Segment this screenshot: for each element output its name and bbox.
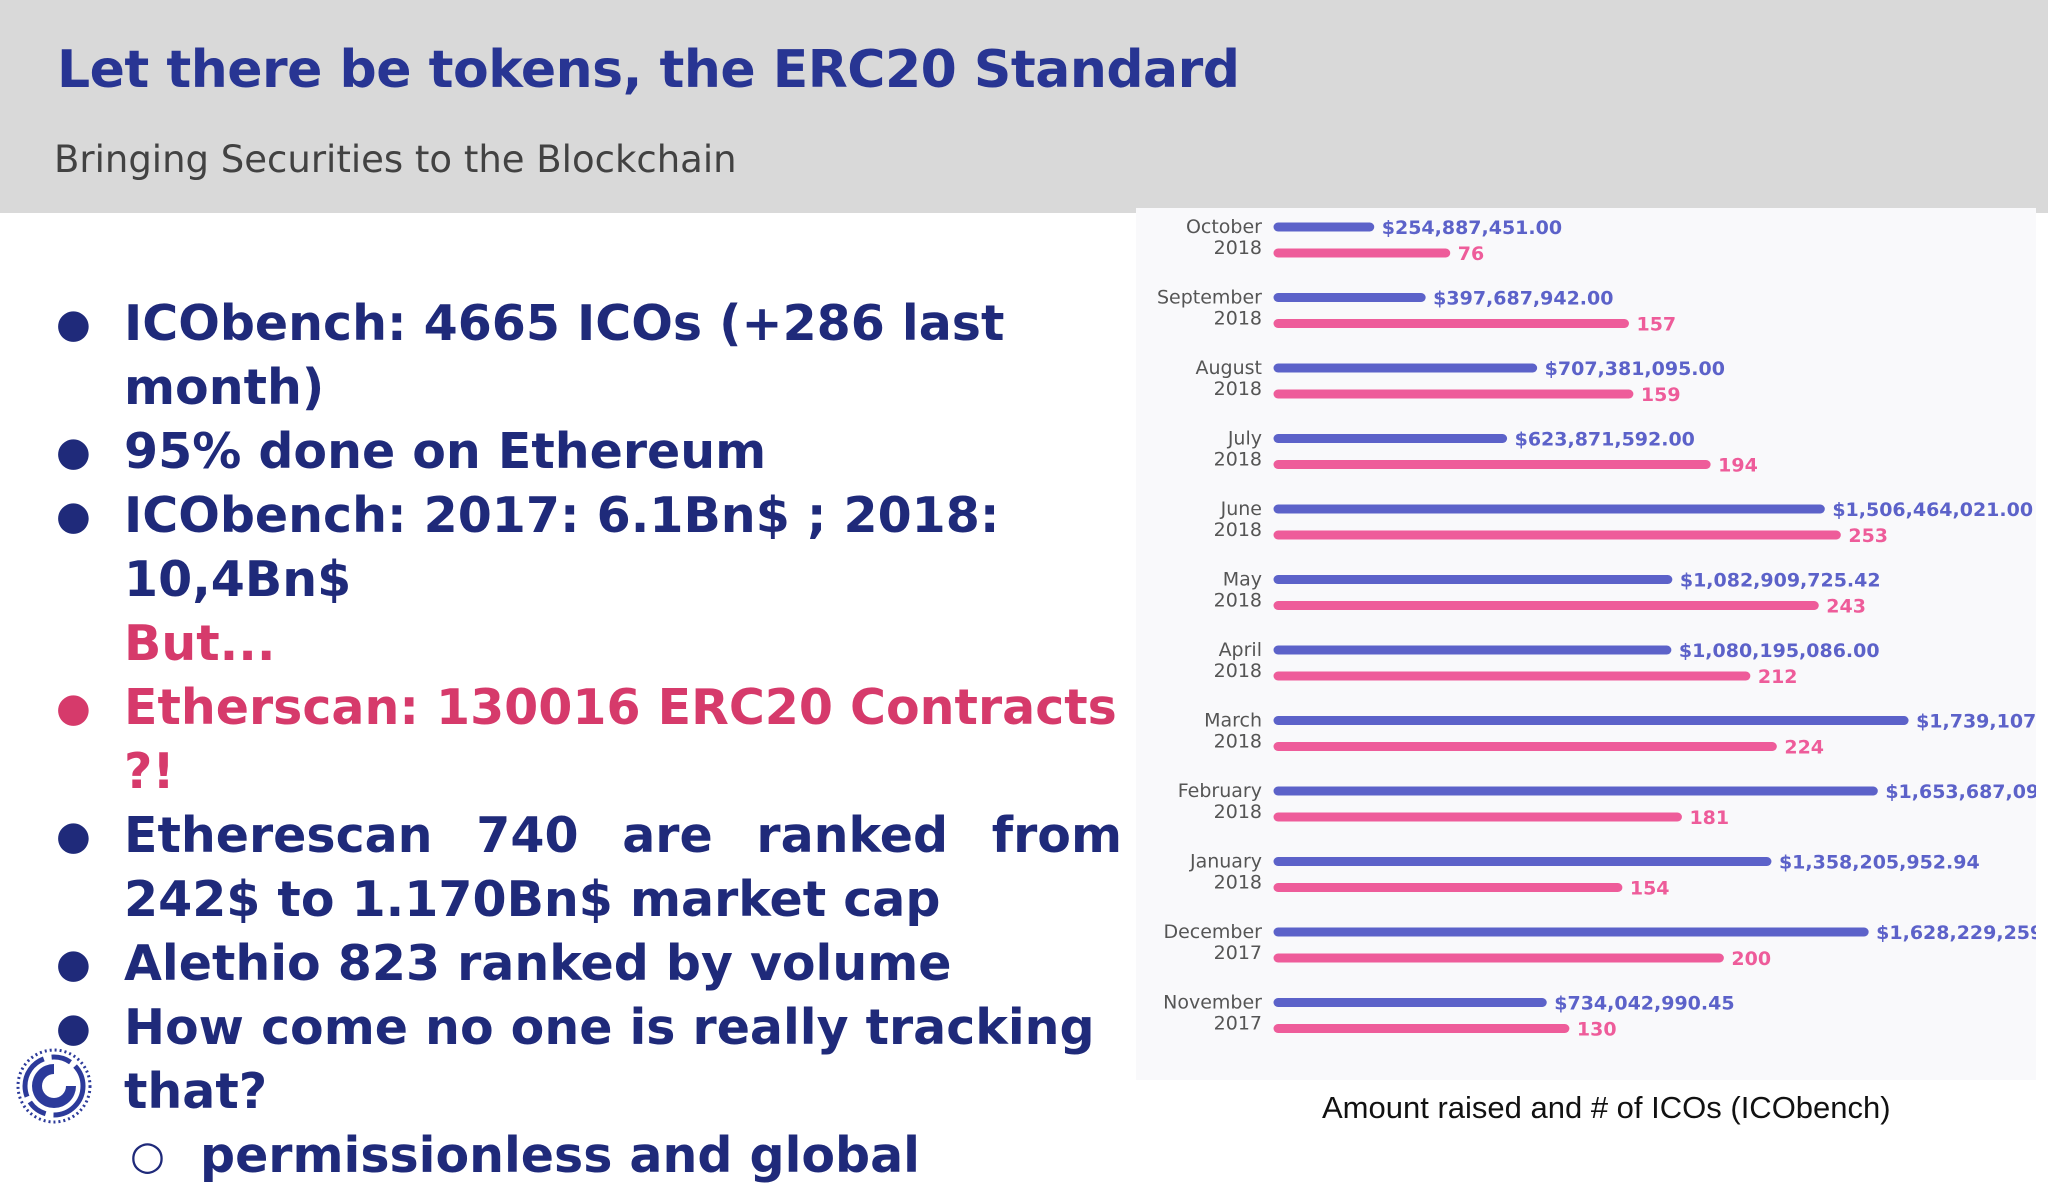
count-value-label: 157 — [1636, 314, 1676, 336]
month-label: September — [1157, 287, 1262, 309]
page-title: Let there be tokens, the ERC20 Standard — [57, 40, 1240, 100]
month-label: March — [1204, 710, 1262, 732]
month-label: October — [1186, 216, 1262, 238]
count-value-label: 243 — [1826, 596, 1866, 618]
amount-value-label: $1,082,909,725.42 — [1680, 570, 1881, 592]
bullet-text: But... — [124, 615, 276, 672]
bullet-dot: ● — [56, 493, 91, 539]
bullet-dot: ● — [56, 301, 91, 347]
year-label: 2018 — [1214, 449, 1262, 471]
year-label: 2017 — [1214, 1013, 1262, 1035]
month-label: June — [1220, 498, 1262, 520]
amount-value-label: $734,042,990.45 — [1554, 993, 1734, 1015]
count-value-label: 200 — [1731, 948, 1771, 970]
month-label: January — [1189, 851, 1262, 873]
bullet-dot: ● — [56, 429, 91, 475]
bullet-continuation: But... — [52, 612, 1122, 676]
header-band: Let there be tokens, the ERC20 Standard … — [0, 0, 2048, 213]
bullet-item: ● Etherescan 740 are ranked from 242$ to … — [52, 804, 1122, 932]
bullet-list: ● ICObench: 4665 ICOs (+286 last month) ●… — [52, 292, 1122, 1188]
count-value-label: 181 — [1689, 807, 1729, 829]
count-value-label: 76 — [1458, 243, 1484, 265]
bullet-dot: ● — [56, 941, 91, 987]
bullet-item: ● ICObench: 4665 ICOs (+286 last month) — [52, 292, 1122, 420]
bullet-dot: ● — [56, 813, 91, 859]
month-label: November — [1163, 992, 1262, 1014]
sub-bullet-circle: ○ — [130, 1133, 165, 1179]
month-label: February — [1178, 780, 1262, 802]
amount-value-label: $1,080,195,086.00 — [1679, 640, 1880, 662]
year-label: 2018 — [1214, 237, 1262, 259]
bullet-text: How come no one is really tracking that? — [124, 999, 1095, 1120]
amount-value-label: $1,653,687,098.63 — [1885, 781, 2036, 803]
count-value-label: 130 — [1577, 1019, 1617, 1041]
count-value-label: 159 — [1641, 384, 1681, 406]
month-label: August — [1196, 357, 1263, 379]
year-label: 2018 — [1214, 519, 1262, 541]
month-label: July — [1227, 428, 1262, 450]
year-label: 2018 — [1214, 378, 1262, 400]
ico-bar-chart: October2018$254,887,451.0076September201… — [1157, 216, 2036, 1041]
amount-value-label: $707,381,095.00 — [1545, 358, 1725, 380]
bullet-text: Etherescan 740 are ranked from 242$ to 1… — [124, 807, 1122, 928]
amount-value-label: $397,687,942.00 — [1433, 288, 1613, 310]
month-label: April — [1219, 639, 1262, 661]
bullet-item: ● ICObench: 2017: 6.1Bn$ ; 2018: 10,4Bn$ — [52, 484, 1122, 612]
bullet-item: ● 95% done on Ethereum — [52, 420, 1122, 484]
count-value-label: 194 — [1718, 455, 1758, 477]
amount-value-label: $254,887,451.00 — [1382, 217, 1562, 239]
month-label: May — [1223, 569, 1262, 591]
ico-chart-panel: October 2018 $254,887,451.00 76 September 201… — [1136, 208, 2036, 1080]
sub-bullet-item: ○ permissionless and global — [52, 1124, 1122, 1188]
bullet-dot: ● — [56, 685, 91, 731]
spiral-logo-icon — [16, 1048, 92, 1124]
year-label: 2018 — [1214, 872, 1262, 894]
amount-value-label: $1,358,205,952.94 — [1779, 852, 1980, 874]
count-value-label: 154 — [1630, 878, 1670, 900]
amount-value-label: $1,628,229,259.80 — [1876, 922, 2036, 944]
amount-value-label: $1,739,107,118.00 — [1916, 711, 2036, 733]
bullet-item-highlight: ● Etherscan: 130016 ERC20 Contracts ?! — [52, 676, 1122, 804]
count-value-label: 224 — [1784, 737, 1824, 759]
count-value-label: 212 — [1758, 666, 1798, 688]
bullet-item: ● Alethio 823 ranked by volume — [52, 932, 1122, 996]
year-label: 2017 — [1214, 942, 1262, 964]
amount-value-label: $623,871,592.00 — [1515, 429, 1695, 451]
bullet-text: ICObench: 4665 ICOs (+286 last month) — [124, 295, 1005, 416]
bullet-text: ICObench: 2017: 6.1Bn$ ; 2018: 10,4Bn$ — [124, 487, 1000, 608]
bullet-text: permissionless and global — [200, 1127, 920, 1184]
bullet-dot: ● — [56, 1005, 91, 1051]
year-label: 2018 — [1214, 308, 1262, 330]
page-subtitle: Bringing Securities to the Blockchain — [54, 138, 737, 181]
year-label: 2018 — [1214, 660, 1262, 682]
year-label: 2018 — [1214, 801, 1262, 823]
bullet-text: 95% done on Ethereum — [124, 423, 767, 480]
count-value-label: 253 — [1848, 525, 1888, 547]
amount-value-label: $1,506,464,021.00 — [1832, 499, 2033, 521]
year-label: 2018 — [1214, 590, 1262, 612]
bullet-text: Alethio 823 ranked by volume — [124, 935, 952, 992]
chart-caption: Amount raised and # of ICOs (ICObench) — [1322, 1090, 1891, 1125]
bullet-text: Etherscan: 130016 ERC20 Contracts ?! — [124, 679, 1117, 800]
bullet-item: ● How come no one is really tracking that… — [52, 996, 1122, 1124]
month-label: December — [1163, 921, 1262, 943]
year-label: 2018 — [1214, 731, 1262, 753]
